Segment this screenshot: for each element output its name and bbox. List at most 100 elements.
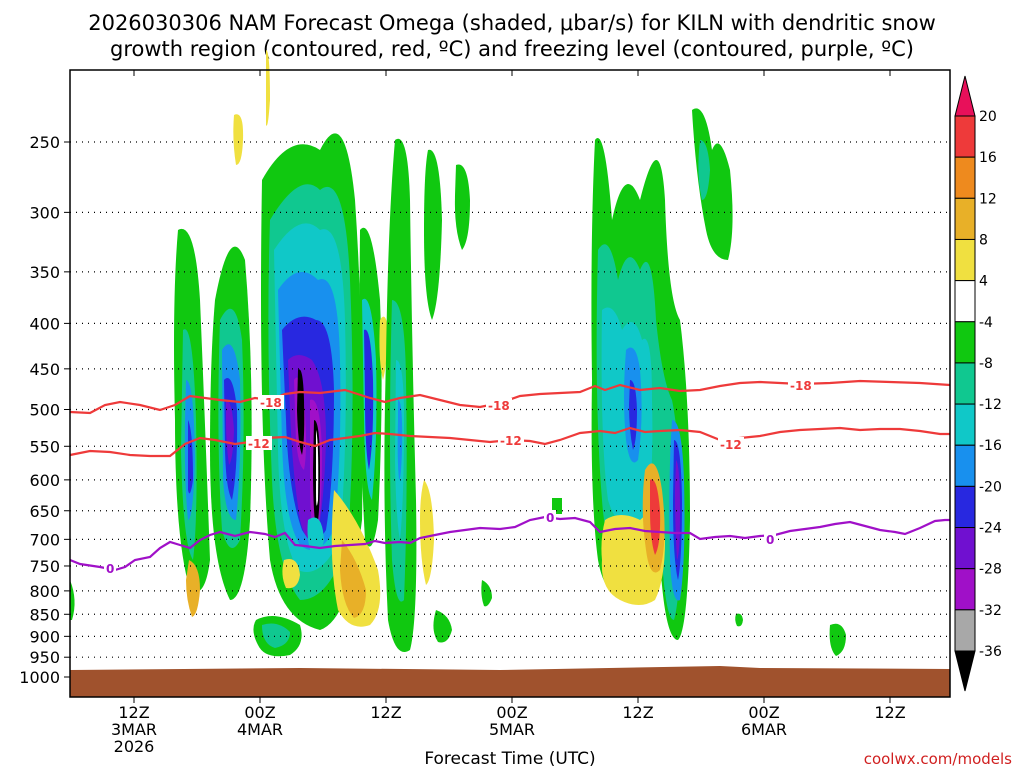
x-axis-title: Forecast Time (UTC): [424, 749, 595, 768]
omega-region-ba: [650, 479, 661, 555]
colorbar-label: -36: [979, 644, 1002, 660]
colorbar-box: [954, 485, 976, 529]
omega-region-ax: [675, 460, 680, 560]
x-tick-time-label: 12Z: [874, 703, 905, 722]
x-tick-time-label: 00Z: [748, 703, 779, 722]
contour-label-bg-6: [718, 437, 744, 451]
omega-region-ak: [433, 610, 452, 643]
credit-text: coolwx.com/models: [864, 750, 1012, 768]
omega-region-al: [481, 580, 492, 607]
y-tick-label: 800: [29, 582, 60, 601]
contour-label-zero-b: 0: [546, 511, 554, 525]
dgz-contour-minus-18: [69, 379, 951, 415]
y-tick-label: 950: [29, 648, 60, 667]
contour-label-zero-a: 0: [106, 562, 114, 576]
colorbar-box: [954, 609, 976, 652]
omega-region-v: [316, 430, 319, 506]
colorbar-box: [954, 280, 976, 323]
colorbar-label: -28: [979, 562, 1002, 578]
omega-region-s: [297, 369, 305, 455]
y-tick-label: 550: [29, 437, 60, 456]
x-tick-time-label: 12Z: [118, 703, 149, 722]
colorbar-label: 16: [979, 150, 997, 166]
omega-region-ao: [266, 50, 270, 126]
colorbar-label: -24: [979, 521, 1002, 537]
contour-label-minus-18-a: -18: [260, 396, 282, 410]
contour-label-minus-12-a: -12: [248, 437, 270, 451]
x-tick-time-label: 00Z: [244, 703, 275, 722]
colorbar-box: [954, 444, 976, 487]
x-tick-time-label: 12Z: [622, 703, 653, 722]
contour-label-bg-7: [104, 561, 116, 575]
ground-surface: [70, 666, 950, 697]
y-tick-label: 600: [29, 471, 60, 490]
contour-labels: -18 -18 -18 -12 -12 -12 0 0 0: [104, 378, 814, 576]
omega-region-bc: [698, 140, 710, 200]
colorbar-box: [954, 197, 976, 240]
x-tick-date-label: 6MAR: [741, 720, 787, 739]
contour-label-minus-18-c: -18: [790, 379, 812, 393]
contour-label-bg-4: [246, 436, 272, 450]
contour-label-minus-12-c: -12: [720, 438, 742, 452]
omega-region-au: [629, 380, 637, 450]
contour-label-bg-1: [258, 395, 284, 409]
y-tick-label: 650: [29, 502, 60, 521]
omega-region-an: [262, 623, 290, 648]
x-tick-date-label: 5MAR: [489, 720, 535, 739]
colorbar-label: 8: [979, 232, 988, 248]
colorbar-label: 12: [979, 191, 997, 207]
x-tick-year-label: 2026: [114, 737, 155, 756]
y-axis: 250 300 350 400 450 500 550 600 650 700 750 800 850 9…: [19, 133, 70, 687]
colorbar-box: [954, 568, 976, 611]
colorbar-label: -12: [979, 397, 1002, 413]
colorbar-label: -32: [979, 603, 1002, 619]
chart-title-line-1: 2026030306 NAM Forecast Omega (shaded, μ…: [88, 11, 936, 35]
y-tick-label: 900: [29, 627, 60, 646]
omega-region-be: [735, 613, 743, 627]
y-tick-label: 250: [29, 133, 60, 152]
omega-region-ag: [397, 400, 403, 480]
x-tick-time-label: 12Z: [370, 703, 401, 722]
freezing-level-contour: [69, 515, 950, 572]
colorbar-label: -20: [979, 479, 1002, 495]
contour-label-zero-c: 0: [766, 533, 774, 547]
y-tick-label: 750: [29, 557, 60, 576]
y-tick-label: 300: [29, 203, 60, 222]
contour-label-minus-18-b: -18: [488, 399, 510, 413]
contour-label-bg-8: [544, 510, 556, 524]
colorbar-bottom-arrow: [954, 650, 976, 692]
y-tick-label: 700: [29, 530, 60, 549]
y-tick-label: 400: [29, 314, 60, 333]
contour-label-minus-12-b: -12: [500, 434, 522, 448]
colorbar-box: [954, 115, 976, 158]
colorbar-label: 20: [979, 109, 997, 125]
colorbar-box: [954, 527, 976, 570]
omega-region-bf: [829, 623, 846, 656]
colorbar-top-arrow: [954, 75, 976, 117]
colorbar-box: [954, 362, 976, 405]
omega-region-ac: [379, 316, 388, 380]
omega-region-y: [340, 540, 366, 618]
x-tick-time-label: 00Z: [496, 703, 527, 722]
omega-region-k: [233, 114, 244, 165]
colorbar-box: [954, 156, 976, 199]
omega-region-j: [226, 400, 234, 465]
contour-label-bg-9: [764, 532, 776, 546]
colorbar-label: -4: [979, 315, 993, 331]
omega-region-e: [188, 420, 193, 494]
chart-title-line-2: growth region (contoured, red, ºC) and f…: [110, 37, 914, 61]
colorbar-label: -8: [979, 356, 993, 372]
plot-frame: [69, 69, 951, 698]
contour-label-bg-2: [486, 398, 512, 412]
omega-region-aj: [454, 164, 470, 250]
omega-shading-field: [70, 50, 846, 657]
omega-region-ai: [424, 149, 442, 320]
x-tick-date-label: 4MAR: [237, 720, 283, 739]
y-tick-label: 350: [29, 263, 60, 282]
colorbar-box: [954, 403, 976, 446]
omega-region-a: [70, 580, 75, 620]
colorbar-label: 4: [979, 274, 988, 290]
x-tick-date-label: 3MAR: [111, 720, 157, 739]
colorbar-box: [954, 238, 976, 282]
